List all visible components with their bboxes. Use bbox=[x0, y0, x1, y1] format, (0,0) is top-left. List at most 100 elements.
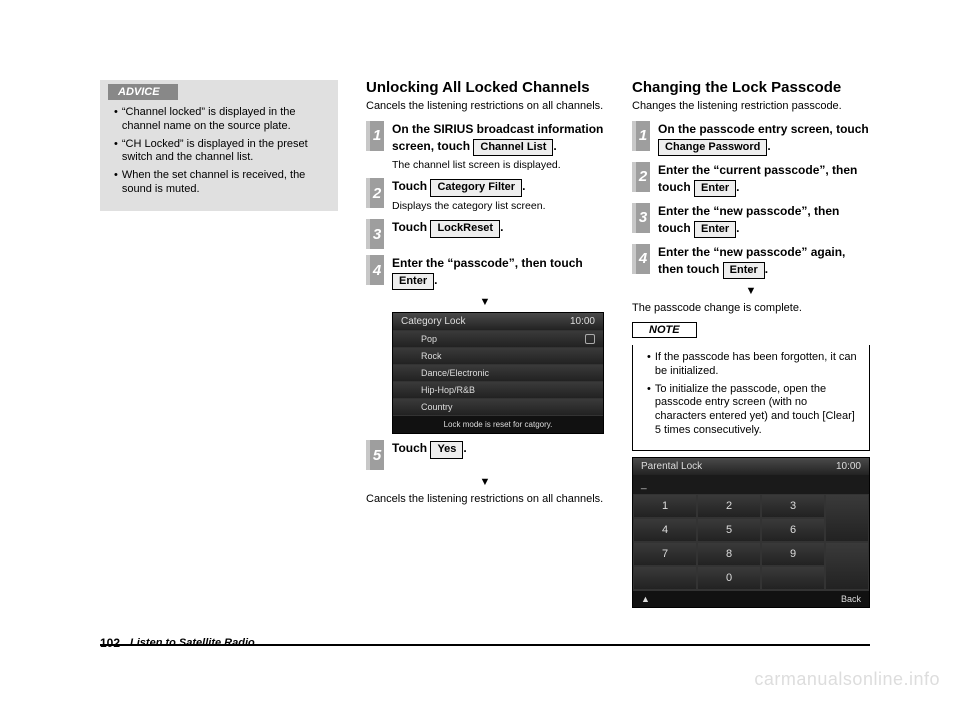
pad-title: Parental Lock bbox=[641, 461, 702, 472]
screen-time: 10:00 bbox=[570, 316, 595, 327]
page-content: ADVICE •“Channel locked” is displayed in… bbox=[0, 0, 960, 648]
passcode-subtext: Changes the listening restriction passco… bbox=[632, 99, 870, 113]
period: . bbox=[736, 180, 739, 194]
pad-up-icon[interactable]: ▲ bbox=[641, 594, 650, 604]
down-arrow: ▼ bbox=[632, 285, 870, 297]
screen-row: Hip-Hop/R&B bbox=[393, 381, 603, 398]
screen-row: Rock bbox=[393, 347, 603, 364]
note-text: If the passcode has been forgotten, it c… bbox=[655, 351, 859, 379]
lock-icon bbox=[585, 334, 595, 344]
keypad-6[interactable]: 6 bbox=[761, 518, 825, 542]
keypad-4[interactable]: 4 bbox=[633, 518, 697, 542]
screen-row: Dance/Electronic bbox=[393, 364, 603, 381]
step-3: 3 Enter the “new passcode”, then touch E… bbox=[632, 203, 870, 238]
step-text: On the passcode entry screen, touch bbox=[658, 122, 869, 136]
page-footer: 102 Listen to Satellite Radio bbox=[100, 644, 870, 660]
keypad-0[interactable]: 0 bbox=[697, 566, 761, 590]
step-1: 1 On the passcode entry screen, touch Ch… bbox=[632, 121, 870, 156]
screen-footer: Lock mode is reset for catgory. bbox=[393, 415, 603, 433]
column-3: Changing the Lock Passcode Changes the l… bbox=[632, 80, 870, 608]
step-text: Enter the “passcode”, then touch bbox=[392, 256, 583, 270]
enter-button[interactable]: Enter bbox=[694, 221, 736, 238]
step-5: 5 Touch Yes. bbox=[366, 440, 604, 470]
channel-list-button[interactable]: Channel List bbox=[473, 139, 553, 156]
step-text: Touch bbox=[392, 441, 427, 455]
advice-text: “Channel locked” is displayed in the cha… bbox=[122, 106, 328, 134]
column-2: Unlocking All Locked Channels Cancels th… bbox=[366, 80, 604, 608]
step-number: 1 bbox=[632, 121, 650, 151]
period: . bbox=[522, 179, 525, 193]
footer-title: Listen to Satellite Radio bbox=[130, 637, 255, 649]
keypad-8[interactable]: 8 bbox=[697, 542, 761, 566]
step-number: 2 bbox=[632, 162, 650, 192]
advice-bullet: •“Channel locked” is displayed in the ch… bbox=[114, 106, 328, 134]
keypad-7[interactable]: 7 bbox=[633, 542, 697, 566]
step-number: 4 bbox=[632, 244, 650, 274]
page-number: 102 bbox=[100, 636, 120, 650]
keypad-side-top[interactable] bbox=[825, 494, 869, 542]
unlock-subtext: Cancels the listening restrictions on al… bbox=[366, 99, 604, 113]
screen-row: Country bbox=[393, 398, 603, 415]
pad-display: _ bbox=[633, 475, 869, 494]
pad-back-button[interactable]: Back bbox=[841, 594, 861, 604]
step-number: 4 bbox=[366, 255, 384, 285]
advice-body: •“Channel locked” is displayed in the ch… bbox=[100, 102, 338, 211]
period: . bbox=[736, 221, 739, 235]
step-4: 4 Enter the “new passcode” again, then t… bbox=[632, 244, 870, 279]
advice-box: ADVICE •“Channel locked” is displayed in… bbox=[100, 80, 338, 211]
note-bullet: •If the passcode has been forgotten, it … bbox=[647, 351, 859, 379]
advice-bullet: •“CH Locked” is displayed in the preset … bbox=[114, 138, 328, 166]
step-number: 3 bbox=[632, 203, 650, 233]
step-number: 3 bbox=[366, 219, 384, 249]
category-filter-button[interactable]: Category Filter bbox=[430, 179, 522, 196]
category-lock-screen: Category Lock 10:00 Pop Rock Dance/Elect… bbox=[392, 312, 604, 434]
passcode-heading: Changing the Lock Passcode bbox=[632, 80, 870, 97]
lockreset-button[interactable]: LockReset bbox=[430, 220, 500, 237]
period: . bbox=[463, 441, 466, 455]
unlock-heading: Unlocking All Locked Channels bbox=[366, 80, 604, 97]
keypad-1[interactable]: 1 bbox=[633, 494, 697, 518]
enter-button[interactable]: Enter bbox=[392, 273, 434, 290]
column-1: ADVICE •“Channel locked” is displayed in… bbox=[100, 80, 338, 608]
yes-button[interactable]: Yes bbox=[430, 441, 463, 458]
step-note: Displays the category list screen. bbox=[392, 199, 604, 214]
keypad-side-bot[interactable] bbox=[825, 542, 869, 590]
step-text: Touch bbox=[392, 220, 427, 234]
step-3: 3 Touch LockReset. bbox=[366, 219, 604, 249]
screen-row: Pop bbox=[393, 330, 603, 347]
advice-bullet: •When the set channel is received, the s… bbox=[114, 169, 328, 197]
note-box: NOTE •If the passcode has been forgotten… bbox=[632, 323, 870, 451]
enter-button[interactable]: Enter bbox=[723, 262, 765, 279]
keypad-9[interactable]: 9 bbox=[761, 542, 825, 566]
note-header: NOTE bbox=[632, 322, 697, 338]
down-arrow: ▼ bbox=[366, 476, 604, 488]
keypad-blank bbox=[761, 566, 825, 590]
down-arrow: ▼ bbox=[366, 296, 604, 308]
step-text: Enter the “new passcode”, then touch bbox=[658, 204, 839, 235]
note-bullet: •To initialize the passcode, open the pa… bbox=[647, 383, 859, 438]
step-number: 5 bbox=[366, 440, 384, 470]
step-1: 1 On the SIRIUS broadcast information sc… bbox=[366, 121, 604, 173]
closing-text: Cancels the listening restrictions on al… bbox=[366, 492, 604, 506]
pad-time: 10:00 bbox=[836, 461, 861, 472]
step-number: 2 bbox=[366, 178, 384, 208]
change-password-button[interactable]: Change Password bbox=[658, 139, 767, 156]
advice-header: ADVICE bbox=[108, 84, 178, 100]
period: . bbox=[434, 273, 437, 287]
advice-text: When the set channel is received, the so… bbox=[122, 169, 328, 197]
enter-button[interactable]: Enter bbox=[694, 180, 736, 197]
closing-text: The passcode change is complete. bbox=[632, 301, 870, 315]
keypad-2[interactable]: 2 bbox=[697, 494, 761, 518]
keypad-5[interactable]: 5 bbox=[697, 518, 761, 542]
screen-title: Category Lock bbox=[401, 316, 465, 327]
step-2: 2 Touch Category Filter. Displays the ca… bbox=[366, 178, 604, 213]
period: . bbox=[500, 220, 503, 234]
period: . bbox=[553, 139, 556, 153]
step-text: Enter the “current passcode”, then touch bbox=[658, 163, 857, 194]
period: . bbox=[765, 262, 768, 276]
keypad-blank bbox=[633, 566, 697, 590]
keypad-3[interactable]: 3 bbox=[761, 494, 825, 518]
step-text: Touch bbox=[392, 179, 427, 193]
step-2: 2 Enter the “current passcode”, then tou… bbox=[632, 162, 870, 197]
step-4: 4 Enter the “passcode”, then touch Enter… bbox=[366, 255, 604, 290]
